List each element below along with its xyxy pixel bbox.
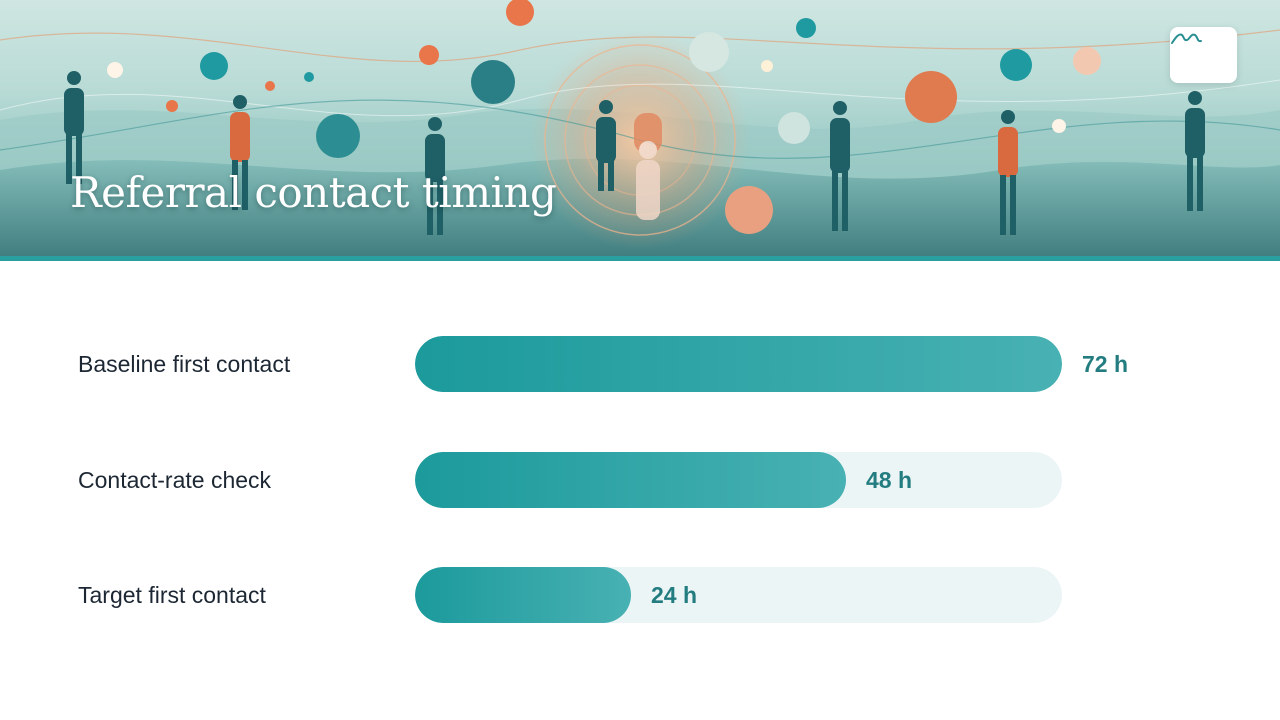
bar-category-label: Contact-rate check (78, 467, 272, 493)
slide-title: Referral contact timing (70, 168, 557, 217)
bar-value-label: 48 h (866, 467, 913, 493)
header-banner: Referral contact timing (0, 0, 1280, 256)
bar-fill (415, 336, 1062, 392)
bar-fill (415, 567, 631, 623)
logo-badge (1170, 27, 1237, 83)
bar-row: Target first contact 24 h (0, 567, 1280, 623)
mountain-signature-logo-icon (1171, 33, 1202, 44)
bar-track (415, 452, 1062, 508)
bar-value-label: 24 h (651, 582, 698, 608)
bar-fill (415, 452, 846, 508)
banner-accent-rule (0, 256, 1280, 261)
bar-value-label: 72 h (1082, 351, 1129, 377)
bar-category-label: Baseline first contact (78, 351, 291, 377)
bar-track (415, 336, 1062, 392)
network-people-illustration (0, 0, 1280, 256)
bar-row: Contact-rate check 48 h (0, 452, 1280, 508)
bar-row: Baseline first contact 72 h (0, 336, 1280, 392)
bar-track (415, 567, 1062, 623)
bar-category-label: Target first contact (78, 582, 266, 608)
